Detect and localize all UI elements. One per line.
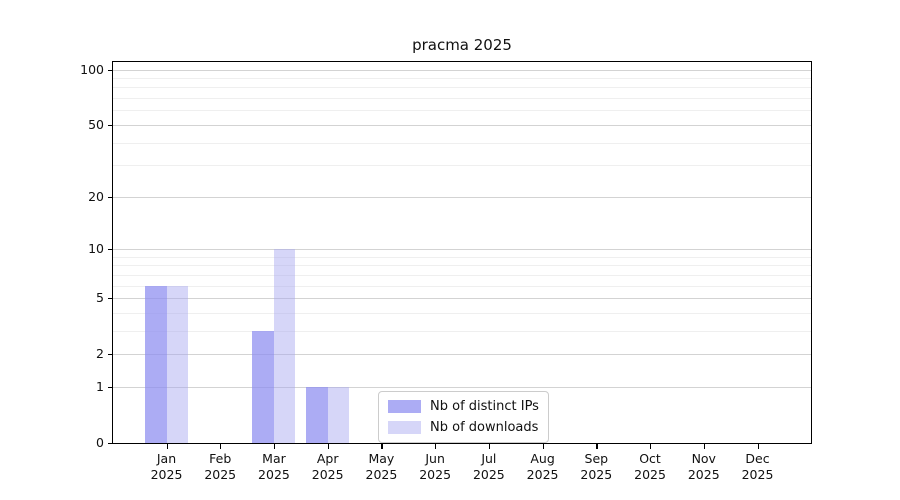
x-tick-mark <box>220 444 222 449</box>
y-tick-mark <box>108 443 113 445</box>
x-tick-label: Sep 2025 <box>580 451 613 482</box>
major-gridline <box>113 249 811 250</box>
y-tick-label: 20 <box>88 188 104 204</box>
x-tick-mark <box>650 444 652 449</box>
legend-label-distinct-ips: Nb of distinct IPs <box>430 399 539 414</box>
minor-gridline <box>113 142 811 144</box>
y-tick-mark <box>108 354 113 356</box>
minor-gridline <box>113 165 811 167</box>
x-tick-mark <box>757 444 759 449</box>
x-tick-label: Jun 2025 <box>419 451 452 482</box>
major-gridline <box>113 69 811 71</box>
major-gridline <box>113 196 811 198</box>
y-tick-mark <box>108 124 113 127</box>
y-tick-mark <box>108 69 113 71</box>
y-tick-label: 1 <box>96 378 104 394</box>
x-tick-mark <box>703 444 705 449</box>
minor-gridline <box>113 256 811 258</box>
y-tick-mark <box>108 249 113 251</box>
x-tick-mark <box>166 444 168 449</box>
bar-nb-of-distinct-ips-apr <box>306 386 328 443</box>
legend-entry-downloads: Nb of downloads <box>388 420 539 435</box>
y-tick-label: 100 <box>80 61 104 77</box>
y-tick-label: 2 <box>96 346 104 362</box>
x-tick-mark <box>327 444 329 449</box>
minor-gridline <box>113 330 811 332</box>
x-tick-label: Nov 2025 <box>687 451 720 482</box>
x-tick-label: Jul 2025 <box>472 451 505 482</box>
y-tick-mark <box>108 196 113 198</box>
major-gridline <box>113 386 811 388</box>
y-tick-mark <box>108 298 113 300</box>
y-tick-label: 50 <box>88 116 104 132</box>
plot-area <box>112 61 812 444</box>
bar-nb-of-distinct-ips-mar <box>252 330 274 443</box>
x-tick-label: Apr 2025 <box>311 451 344 482</box>
x-tick-label: Mar 2025 <box>258 451 290 482</box>
legend-swatch-distinct-ips <box>388 400 421 413</box>
legend-swatch-downloads <box>388 421 421 434</box>
major-gridline <box>113 124 811 126</box>
y-tick-label: 0 <box>96 435 104 450</box>
chart-title: pracma 2025 <box>412 36 512 54</box>
minor-gridline <box>113 274 811 276</box>
bar-nb-of-downloads-apr <box>327 386 350 443</box>
minor-gridline <box>113 110 811 112</box>
x-tick-mark <box>596 444 598 449</box>
bar-nb-of-downloads-mar <box>273 249 296 443</box>
bar-nb-of-distinct-ips-jan <box>145 285 167 443</box>
legend-label-downloads: Nb of downloads <box>430 420 539 435</box>
minor-gridline <box>113 285 811 287</box>
x-tick-mark <box>435 444 437 449</box>
y-tick-label: 5 <box>96 290 104 306</box>
minor-gridline <box>113 87 811 89</box>
x-tick-label: Dec 2025 <box>741 451 774 482</box>
x-tick-label: May 2025 <box>365 451 398 482</box>
x-tick-mark <box>542 444 544 449</box>
x-tick-label: Feb 2025 <box>204 451 237 482</box>
minor-gridline <box>113 78 811 80</box>
minor-gridline <box>113 98 811 100</box>
x-tick-label: Jan 2025 <box>150 451 183 482</box>
x-tick-mark <box>488 444 491 449</box>
major-gridline <box>113 354 811 356</box>
bar-nb-of-downloads-jan <box>166 285 188 443</box>
minor-gridline <box>113 312 811 314</box>
legend-entry-distinct-ips: Nb of distinct IPs <box>388 399 539 414</box>
x-tick-mark <box>381 444 383 449</box>
x-tick-label: Aug 2025 <box>526 451 559 482</box>
major-gridline <box>113 298 811 300</box>
legend: Nb of distinct IPs Nb of downloads <box>378 391 549 443</box>
y-tick-mark <box>108 386 113 389</box>
x-tick-label: Oct 2025 <box>634 451 666 482</box>
minor-gridline <box>113 265 811 267</box>
x-tick-mark <box>273 444 276 449</box>
y-tick-label: 10 <box>88 241 104 256</box>
